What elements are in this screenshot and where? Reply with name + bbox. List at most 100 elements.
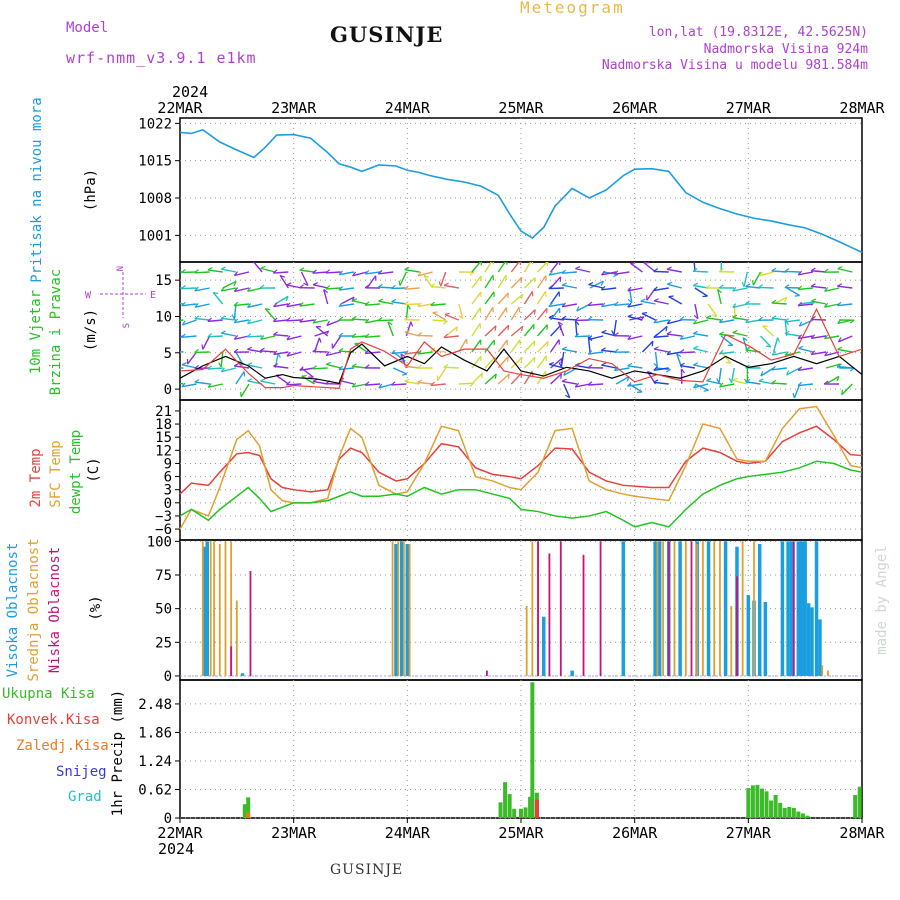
wind-barb-head [312,269,317,274]
cloud-bar-1 [719,541,721,676]
wind-barb-head [312,365,317,370]
y-tick-label: 0 [164,811,172,827]
wind-barb [523,262,532,273]
y-tick-label: 2.48 [138,697,172,713]
wind-barb-head [706,378,712,382]
wind-barb-head [600,285,606,291]
temp-line-0 [179,425,863,495]
wind-barb [666,351,682,356]
wind-barb [194,317,210,321]
wind-barb-head [247,303,252,308]
wind-barb-head [771,365,776,371]
wind-barb-head [417,364,422,369]
wind-barb [484,274,494,289]
wind-barb [247,303,263,309]
wind-barb [706,379,722,385]
wind-barb-head [169,299,174,301]
wind-barb [811,318,827,321]
wind-barb [510,325,524,337]
precip-bar-0 [769,800,774,818]
wind-barb-head [574,316,580,321]
wind-barb [458,382,474,385]
wind-barb [365,383,381,386]
wind-barb [180,319,184,322]
wind-barb-head [194,348,199,353]
wind-barb-head [613,301,619,306]
temp2m-label: 2m Temp [28,448,44,507]
cloud-bar-2 [249,570,252,676]
wind-barb-head [627,335,632,340]
wind-barb-head [667,281,673,285]
wind-barb [752,271,762,286]
wind-barb [717,289,722,305]
wind-barb-head [364,364,370,369]
wind-barb-head [718,268,724,273]
wind-barb-head [784,268,790,272]
wind-barb [430,303,446,307]
wind-barb [443,335,459,339]
panel-frame-0 [179,117,863,263]
cloud-bar-0 [678,541,682,676]
wind-barb [340,296,355,305]
wind-barb [680,335,696,340]
wind-barb-head [442,320,448,325]
wind-barb [629,262,643,273]
wind-barb [837,348,853,353]
wind-barb [837,267,853,273]
wind-barb-head [587,301,593,306]
wind-barb-head [694,257,697,261]
wind-barb [326,351,341,357]
wind-barb-head [719,382,724,388]
y-tick-label: 5 [164,346,172,362]
wind-barb-head [601,347,606,351]
wind-barb [550,373,563,385]
cloud-bar-1 [531,541,534,676]
wind-barb [694,303,699,319]
wind-barb-head [627,302,632,308]
wind-barb-head [247,346,253,350]
wind-barb [613,319,617,335]
wind-barb [325,287,341,290]
wind-barb-head [640,298,646,302]
wind-barb-head [728,377,733,384]
compass-east: E [150,290,156,301]
x-tick-label-bottom: 23MAR [271,824,317,842]
wind-barb [837,319,853,325]
wind-barb [273,333,289,337]
wind-barb [588,383,604,386]
cloud-bar-0 [405,544,410,676]
wind-barb [786,287,801,297]
wind-barb [653,348,669,353]
wind-barb [798,271,814,276]
wind-barb-head [378,383,383,389]
wind-barb-head [758,284,764,288]
wind-barb [352,365,368,369]
wind-barb [771,302,787,305]
cloud-bar-0 [240,673,245,676]
wind-barb-head [351,363,357,367]
precip-unit: 1hr Precip (mm) [110,690,126,816]
wind-barb [471,339,482,353]
wind-barb [387,321,394,337]
wind-barb-head [794,294,800,297]
wind-barb [222,280,237,289]
y-tick-label: −6 [155,522,172,538]
cloud-bar-0 [706,541,711,676]
wind-barb-head [351,333,357,338]
wind-barb-head [758,316,763,321]
wind-barb-head [771,315,777,319]
x-tick-label-bottom: 27MAR [726,824,772,842]
wind-barb-head [613,348,619,353]
temp-line-2 [179,460,863,528]
wind-barb-head [693,319,698,325]
wind-barb-head [326,320,330,326]
wind-barb-head [823,380,829,385]
precip-bar-0 [800,813,805,818]
wind-barb-head [703,389,709,392]
wind-barb-head [404,266,410,271]
wind-barb-head [798,345,804,349]
wind-barb-head [797,381,803,387]
y-tick-label: 100 [147,534,172,550]
wind-barb-head [837,283,843,287]
wind-barb-head [587,381,593,386]
